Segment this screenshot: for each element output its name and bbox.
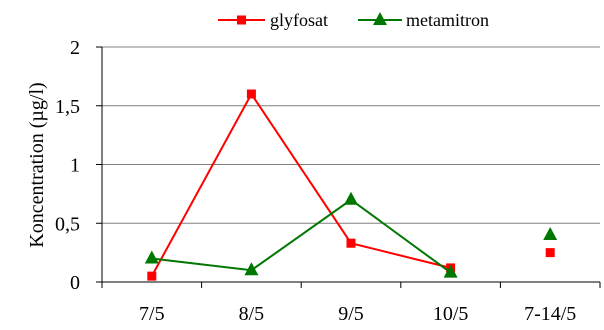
legend-label: metamitron <box>406 10 489 30</box>
x-tick-label: 9/5 <box>338 303 364 325</box>
x-tick-label: 10/5 <box>433 303 469 325</box>
legend-marker-glyfosat <box>237 15 246 25</box>
metamitron-point <box>244 262 259 276</box>
y-tick-label: 0 <box>70 272 80 294</box>
glyfosat-point <box>545 248 555 258</box>
x-tick-label: 7/5 <box>139 303 165 325</box>
x-tick-labels: 7/5 8/5 9/5 10/5 7-14/5 <box>139 303 576 325</box>
y-tick-label: 0,5 <box>55 213 80 235</box>
y-axis-label: Koncentration (µg/l) <box>26 82 48 247</box>
legend: glyfosat metamitron <box>218 10 489 30</box>
glyfosat-point <box>147 271 157 281</box>
axes <box>96 46 601 288</box>
y-tick-labels: 0 0,5 1 1,5 2 <box>55 37 80 294</box>
x-tick-label: 7-14/5 <box>524 303 576 325</box>
gridlines <box>102 46 600 224</box>
legend-marker-metamitron <box>373 12 387 25</box>
glyfosat-line <box>150 92 451 277</box>
glyfosat-point <box>246 89 256 99</box>
y-tick-label: 1 <box>70 155 80 177</box>
metamitron-point <box>543 227 558 240</box>
metamitron-point <box>443 264 458 278</box>
series-layer <box>144 89 558 281</box>
metamitron-point <box>344 191 358 205</box>
x-tick-label: 8/5 <box>239 303 265 325</box>
metamitron-point <box>144 250 159 264</box>
y-tick-label: 2 <box>70 37 80 59</box>
legend-label: glyfosat <box>270 10 328 30</box>
y-tick-label: 1,5 <box>55 96 80 118</box>
glyfosat-point <box>346 238 356 248</box>
metamitron-line <box>151 198 452 274</box>
